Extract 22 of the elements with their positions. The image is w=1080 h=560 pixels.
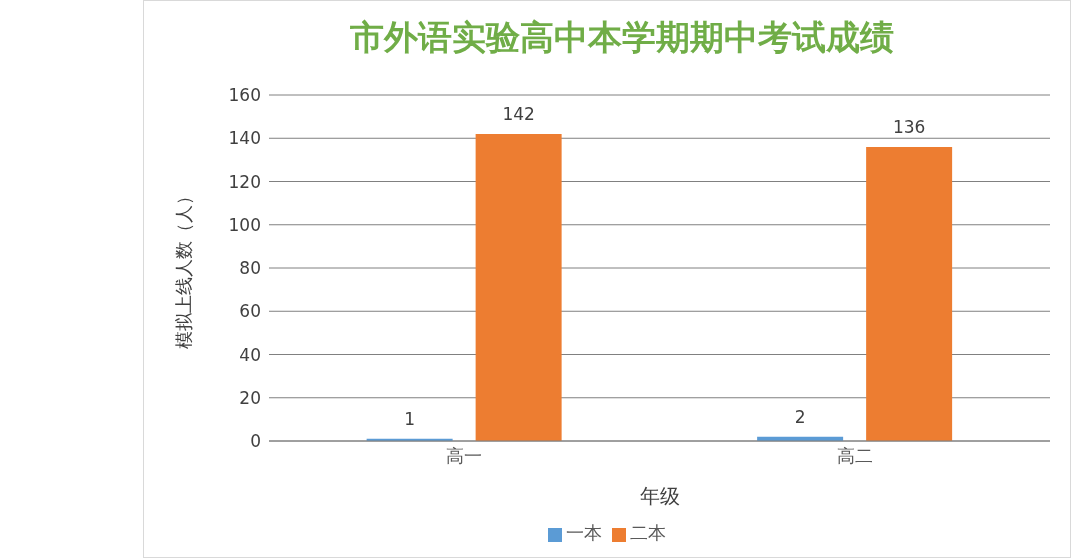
x-tick-label: 高一: [446, 444, 483, 466]
chart-title: 市外语实验高中本学期期中考试成绩: [349, 16, 895, 59]
data-label: 2: [794, 406, 806, 427]
y-axis-title: 模拟上线人数（人）: [173, 187, 195, 349]
y-tick-label: 120: [228, 171, 261, 192]
x-axis-title: 年级: [639, 484, 680, 508]
y-tick-label: 80: [239, 258, 261, 279]
x-tick-label: 高二: [836, 444, 873, 466]
legend-label: 一本: [566, 522, 602, 543]
y-tick-label: 100: [228, 214, 261, 235]
legend-label: 二本: [630, 522, 666, 543]
bar: [475, 133, 562, 441]
data-label: 136: [892, 116, 926, 137]
y-tick-label: 40: [239, 344, 261, 365]
y-tick-label: 20: [239, 387, 261, 408]
data-label: 142: [502, 103, 535, 124]
y-tick-label: 160: [228, 85, 261, 106]
y-tick-label: 0: [250, 431, 261, 452]
bar: [866, 146, 953, 441]
y-tick-label: 140: [228, 128, 261, 149]
data-label: 1: [404, 408, 416, 429]
y-tick-label: 60: [239, 301, 261, 322]
